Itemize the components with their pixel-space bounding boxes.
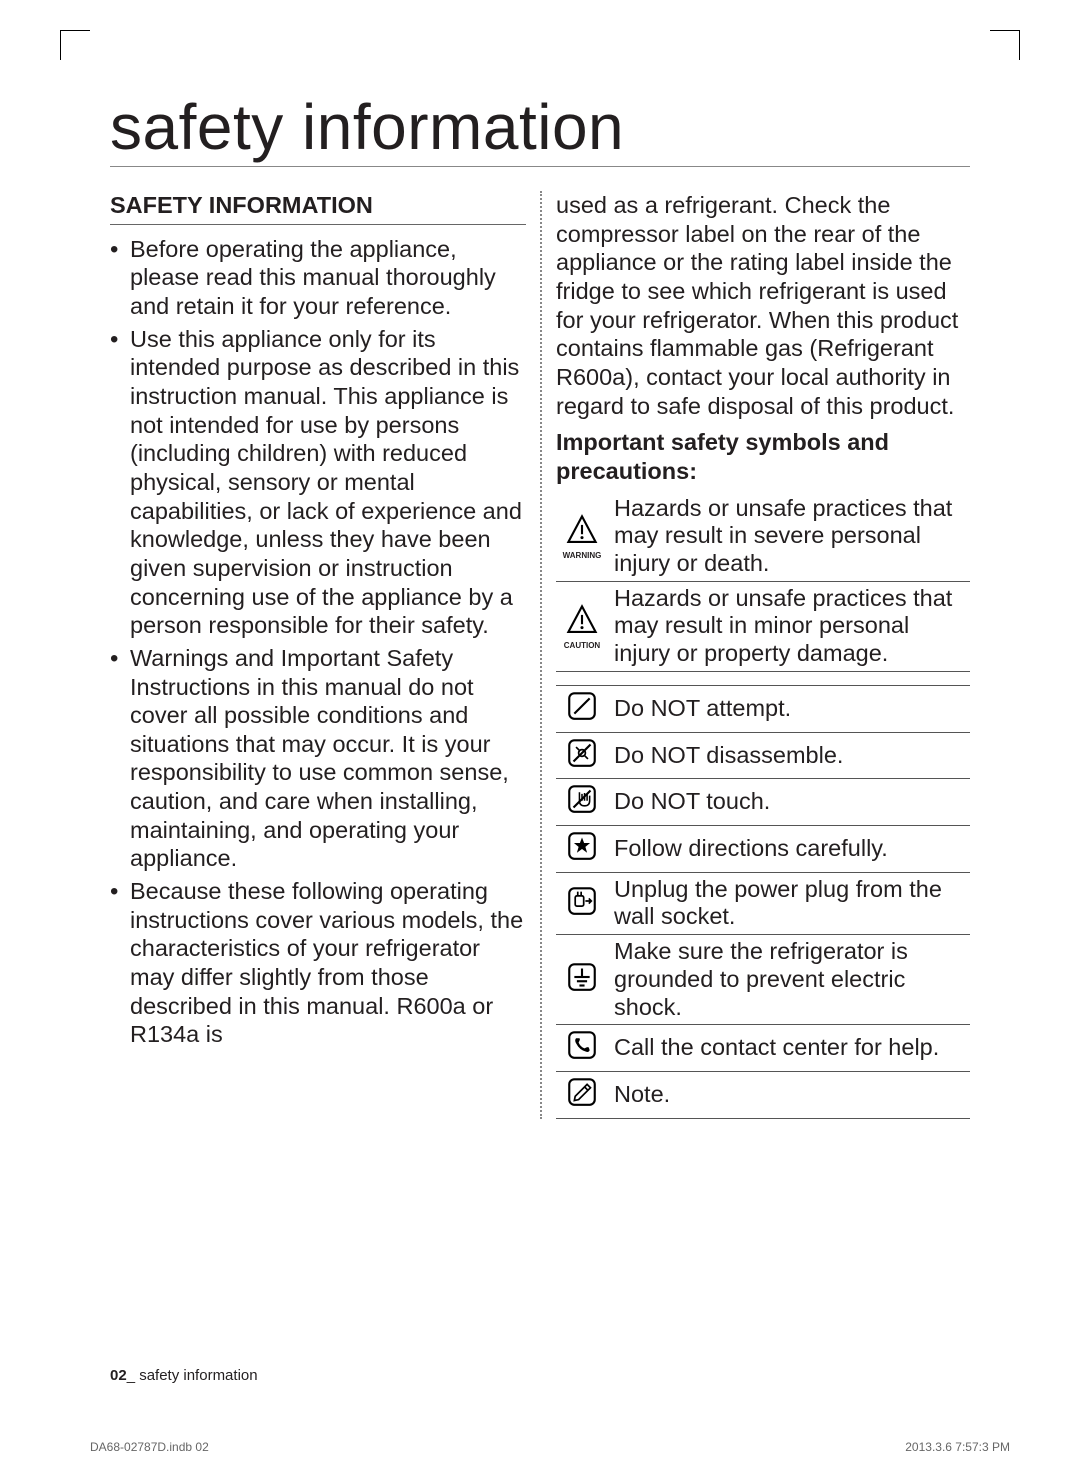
warning-icon: WARNING (556, 492, 608, 582)
footer-label: _ safety information (127, 1367, 258, 1384)
crop-mark-top-right (990, 30, 1020, 60)
left-column: SAFETY INFORMATION Before operating the … (110, 191, 540, 1119)
right-column: used as a refrigerant. Check the compres… (540, 191, 970, 1119)
table-row: Do NOT disassemble. (556, 732, 970, 779)
symbol-description: Make sure the refrigerator is grounded t… (608, 935, 970, 1025)
section-header: SAFETY INFORMATION (110, 191, 526, 225)
symbol-description: Do NOT touch. (608, 779, 970, 826)
symbol-description: Call the contact center for help. (608, 1025, 970, 1072)
symbols-table: WARNING Hazards or unsafe practices that… (556, 492, 970, 1119)
table-row: Note. (556, 1072, 970, 1119)
print-timestamp: 2013.3.6 7:57:3 PM (905, 1440, 1010, 1454)
table-row: Make sure the refrigerator is grounded t… (556, 935, 970, 1025)
list-item: Before operating the appliance, please r… (130, 235, 526, 321)
phone-icon (556, 1025, 608, 1072)
table-row: Unplug the power plug from the wall sock… (556, 872, 970, 934)
symbol-description: Follow directions carefully. (608, 826, 970, 873)
caution-icon: CAUTION (556, 581, 608, 671)
symbol-description: Do NOT attempt. (608, 685, 970, 732)
no-disassemble-icon (556, 732, 608, 779)
ground-icon (556, 935, 608, 1025)
page-footer: 02_ safety information (110, 1367, 258, 1384)
symbol-description: Hazards or unsafe practices that may res… (608, 492, 970, 582)
print-file-label: DA68-02787D.indb 02 (90, 1440, 209, 1454)
table-row: CAUTION Hazards or unsafe practices that… (556, 581, 970, 671)
page-number: 02 (110, 1367, 127, 1384)
symbol-description: Hazards or unsafe practices that may res… (608, 581, 970, 671)
table-row: Do NOT attempt. (556, 685, 970, 732)
table-row: Follow directions carefully. (556, 826, 970, 873)
star-icon (556, 826, 608, 873)
bullet-list: Before operating the appliance, please r… (110, 235, 526, 1049)
table-row: Call the contact center for help. (556, 1025, 970, 1072)
unplug-icon (556, 872, 608, 934)
list-item: Because these following operating instru… (130, 877, 526, 1049)
page-title: safety information (110, 90, 970, 167)
no-touch-icon (556, 779, 608, 826)
symbols-subheader: Important safety symbols and precautions… (556, 428, 970, 485)
list-item: Warnings and Important Safety Instructio… (130, 644, 526, 873)
two-column-layout: SAFETY INFORMATION Before operating the … (110, 191, 970, 1119)
crop-mark-top-left (60, 30, 90, 60)
symbol-description: Unplug the power plug from the wall sock… (608, 872, 970, 934)
no-entry-icon (556, 685, 608, 732)
symbol-description: Do NOT disassemble. (608, 732, 970, 779)
list-item: Use this appliance only for its intended… (130, 325, 526, 640)
table-row: Do NOT touch. (556, 779, 970, 826)
note-icon (556, 1072, 608, 1119)
continuation-text: used as a refrigerant. Check the compres… (556, 191, 970, 420)
symbol-description: Note. (608, 1072, 970, 1119)
page-content: safety information SAFETY INFORMATION Be… (110, 90, 970, 1412)
table-row: WARNING Hazards or unsafe practices that… (556, 492, 970, 582)
